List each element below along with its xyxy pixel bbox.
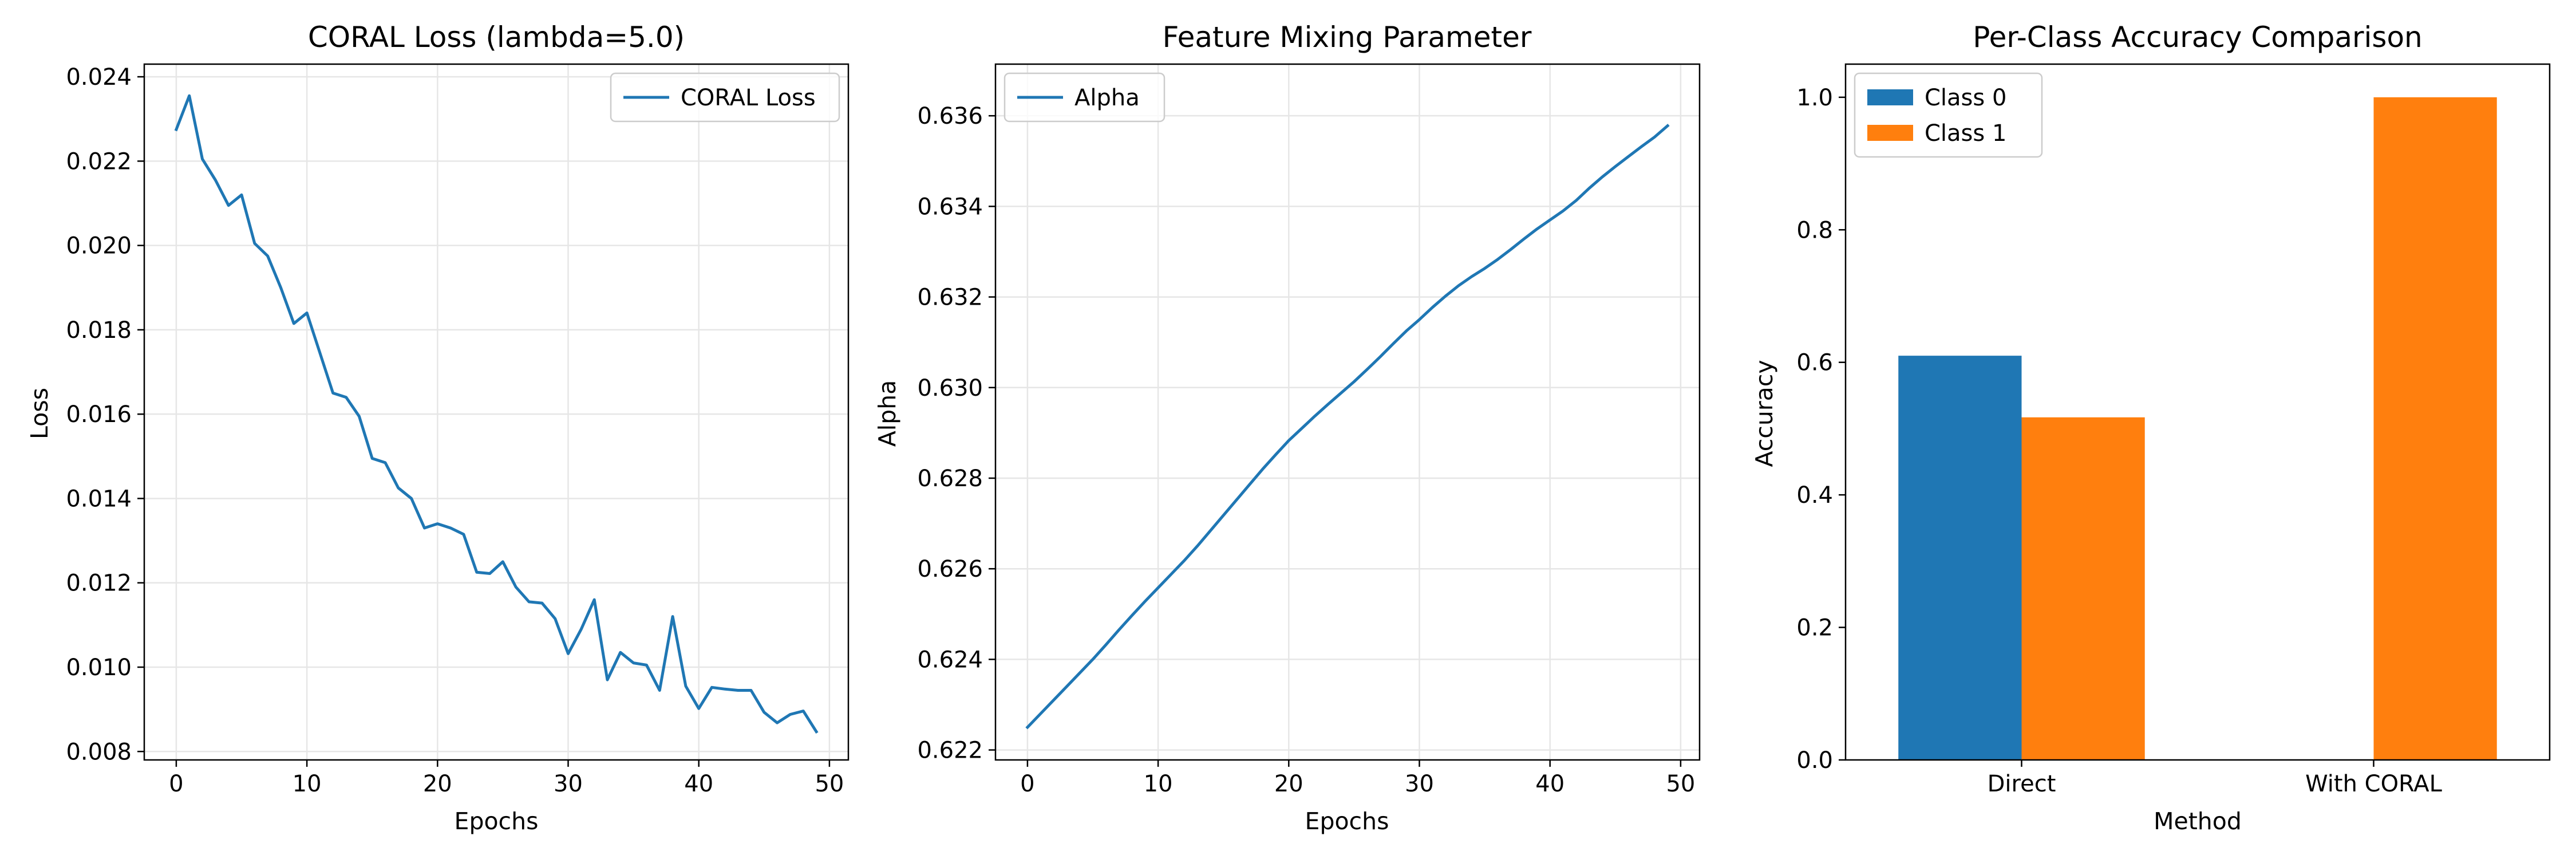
panel-coral-loss: CORAL Loss (lambda=5.0) Epochs Loss	[26, 21, 685, 835]
series-line	[1025, 124, 1670, 730]
plot-frame	[994, 63, 1701, 761]
x-tick-label: 50	[1666, 771, 1695, 797]
y-tick-label: 0.624	[917, 647, 983, 673]
chart-title: Feature Mixing Parameter	[1163, 21, 1532, 54]
x-tick-label: 50	[815, 771, 844, 797]
plot-area: 0 10 20 30 40 50 0.008 0.010 0.012 0.014 0.016 0.01…	[66, 63, 850, 797]
legend-box	[610, 72, 840, 123]
legend-label: Alpha	[1074, 85, 1140, 111]
x-tick-label: 10	[293, 771, 322, 797]
y-tick-label: 0.6	[1796, 350, 1833, 376]
x-tick-label: With CORAL	[2305, 771, 2442, 797]
y-tick-label: 0.0	[1796, 747, 1833, 774]
y-tick-label: 0.024	[66, 64, 132, 90]
legend-label: Class 0	[1925, 85, 2006, 111]
x-tick-label: 10	[1144, 771, 1173, 797]
y-tick-label: 0.630	[917, 375, 983, 401]
legend-label: CORAL Loss	[681, 85, 816, 111]
x-axis-label: Epochs	[1305, 807, 1389, 835]
panel-feature-mixing: Feature Mixing Parameter Epochs Alpha	[874, 21, 1532, 835]
y-tick-label: 0.634	[917, 194, 983, 220]
plot-layer: 0 10 20 30 40 500.0080.0100.0120.0140.0160.01…	[66, 63, 2551, 797]
y-tick-label: 0.012	[66, 570, 132, 597]
legend: Alpha	[1003, 72, 1165, 123]
y-tick-label: 0.622	[917, 738, 983, 764]
bar	[2373, 97, 2497, 760]
x-axis-label: Epochs	[455, 807, 539, 835]
chart-title: Per-Class Accuracy Comparison	[1973, 21, 2423, 54]
y-axis-label: Alpha	[874, 380, 901, 447]
y-tick-label: 0.020	[66, 233, 132, 259]
plot-frame	[143, 63, 850, 761]
y-tick-label: 0.628	[917, 466, 983, 492]
bar	[2021, 417, 2145, 760]
y-axis-label: Accuracy	[1751, 360, 1778, 467]
plot-frame	[1844, 63, 2551, 761]
x-tick-label: 0	[1020, 771, 1034, 797]
y-tick-label: 0.636	[917, 103, 983, 129]
panel-per-class-accuracy: Per-Class Accuracy Comparison Method Acc…	[1751, 21, 2423, 835]
series-line	[174, 94, 819, 734]
plot-area: 0 10 20 30 40 50 0.622 0.624 0.626 0.628 0.630 0.63…	[917, 63, 1701, 797]
y-tick-label: 0.008	[66, 739, 132, 765]
legend-swatch	[1867, 89, 1913, 105]
y-tick-label: 0.2	[1796, 615, 1833, 641]
chart-title: CORAL Loss (lambda=5.0)	[308, 21, 685, 54]
legend-label: Class 1	[1925, 120, 2006, 147]
plot-area: Direct With CORAL 0.0 0.2 0.4 0.6 0.8 1.0 Class …	[1796, 63, 2551, 797]
x-tick-label: 20	[423, 771, 452, 797]
x-tick-label: 40	[1535, 771, 1564, 797]
x-tick-label: Direct	[1988, 771, 2056, 797]
y-tick-label: 0.010	[66, 655, 132, 681]
legend: CORAL Loss	[610, 72, 840, 123]
x-tick-label: 0	[169, 771, 183, 797]
y-tick-label: 0.018	[66, 317, 132, 344]
y-tick-label: 0.014	[66, 486, 132, 512]
y-tick-label: 0.626	[917, 556, 983, 582]
y-tick-label: 0.022	[66, 148, 132, 175]
bar	[1898, 356, 2022, 760]
x-tick-label: 40	[684, 771, 713, 797]
y-tick-label: 0.8	[1796, 217, 1833, 243]
y-tick-label: 0.632	[917, 285, 983, 311]
legend-box	[1003, 72, 1165, 123]
y-tick-label: 0.016	[66, 401, 132, 428]
y-axis-label: Loss	[26, 388, 53, 439]
x-tick-label: 30	[554, 771, 583, 797]
legend: Class 0 Class 1	[1854, 72, 2043, 158]
legend-swatch	[1867, 125, 1913, 141]
y-tick-label: 1.0	[1796, 85, 1833, 111]
x-tick-label: 30	[1405, 771, 1434, 797]
y-tick-label: 0.4	[1796, 482, 1833, 509]
x-tick-label: 20	[1274, 771, 1303, 797]
x-axis-label: Method	[2154, 807, 2242, 835]
